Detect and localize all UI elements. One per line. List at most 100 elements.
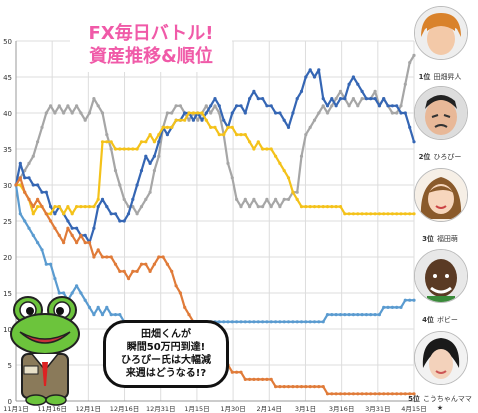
y-tick-label: 20 xyxy=(3,254,12,262)
data-point xyxy=(243,133,247,137)
data-point xyxy=(299,154,304,158)
data-point xyxy=(274,197,278,201)
data-point xyxy=(308,68,312,72)
data-point xyxy=(408,392,412,396)
portrait-woman-icon xyxy=(414,168,468,222)
data-point xyxy=(139,140,144,144)
data-point xyxy=(105,140,109,144)
data-point xyxy=(152,169,156,173)
data-point xyxy=(265,147,269,151)
data-point xyxy=(96,305,100,309)
data-point xyxy=(377,392,381,396)
data-point xyxy=(235,197,239,201)
data-point xyxy=(75,284,79,288)
data-point xyxy=(269,147,273,151)
data-point xyxy=(100,197,105,201)
data-point xyxy=(261,205,265,209)
data-point xyxy=(87,241,92,245)
data-point xyxy=(183,118,187,122)
data-point xyxy=(40,248,44,252)
data-point xyxy=(49,262,53,266)
data-point xyxy=(299,320,304,324)
data-point xyxy=(282,169,286,173)
data-point xyxy=(53,277,57,281)
data-point xyxy=(261,377,265,381)
data-point xyxy=(113,147,118,151)
data-point xyxy=(36,140,40,144)
data-point xyxy=(183,111,187,115)
legend: 1位 田畑昇人 2位 ひろぴー 3位 福田萌 4位 ボビー 5位 こうちゃんママ★ xyxy=(406,0,474,413)
data-point xyxy=(364,212,368,216)
data-point xyxy=(269,104,273,108)
data-point xyxy=(49,219,53,223)
data-point xyxy=(135,269,139,273)
data-point xyxy=(347,212,351,216)
data-point xyxy=(312,118,317,122)
legend-label-3: 3位 福田萌 xyxy=(422,235,458,243)
data-point xyxy=(343,313,347,317)
data-point xyxy=(57,205,61,209)
data-point xyxy=(377,212,381,216)
data-point xyxy=(70,212,74,216)
data-point xyxy=(399,104,403,108)
data-point xyxy=(369,313,373,317)
data-point xyxy=(351,97,355,101)
data-point xyxy=(105,133,109,137)
data-point xyxy=(230,370,234,374)
data-point xyxy=(282,320,286,324)
data-point xyxy=(200,111,204,115)
data-point xyxy=(252,147,256,151)
data-point xyxy=(351,313,355,317)
data-point xyxy=(274,385,278,389)
data-point xyxy=(412,140,416,144)
data-point xyxy=(408,298,412,302)
data-point xyxy=(122,219,126,223)
data-point xyxy=(131,147,135,151)
data-point xyxy=(191,118,195,122)
data-point xyxy=(330,313,334,317)
data-point xyxy=(66,219,70,223)
data-point xyxy=(256,205,260,209)
data-point xyxy=(235,370,239,374)
data-point xyxy=(165,111,169,115)
speech-line-4: 来週はどうなる!? xyxy=(125,368,207,379)
data-point xyxy=(126,277,131,281)
data-point xyxy=(278,320,282,324)
legend-label-5: 5位 こうちゃんママ★ xyxy=(408,395,472,412)
data-point xyxy=(308,320,312,324)
data-point xyxy=(395,305,399,309)
data-point xyxy=(274,111,278,115)
data-point xyxy=(377,313,381,317)
data-point xyxy=(178,118,182,122)
data-point xyxy=(53,111,57,115)
data-point xyxy=(105,255,109,259)
speech-bubble: 田畑くんが 瞬間50万円到達! ひろぴー氏は大幅減 来週はどうなる!? xyxy=(103,320,229,388)
data-point xyxy=(286,197,291,201)
data-point xyxy=(144,197,148,201)
data-point xyxy=(222,133,226,137)
data-point xyxy=(165,133,169,137)
y-tick-label: 30 xyxy=(3,182,12,190)
data-point xyxy=(27,226,31,230)
data-point xyxy=(148,190,152,194)
data-point xyxy=(299,385,304,389)
data-point xyxy=(57,291,61,295)
data-point xyxy=(213,104,217,108)
data-point xyxy=(291,111,295,115)
data-point xyxy=(239,370,243,374)
data-point xyxy=(295,197,299,201)
data-point xyxy=(222,320,226,324)
data-point xyxy=(390,104,394,108)
series-3 xyxy=(14,111,416,216)
data-point xyxy=(170,111,174,115)
data-point xyxy=(113,212,118,216)
data-point xyxy=(312,75,317,79)
data-point xyxy=(299,89,304,93)
data-point xyxy=(239,133,243,137)
data-point xyxy=(360,89,364,93)
data-point xyxy=(265,104,269,108)
data-point xyxy=(360,212,364,216)
data-point xyxy=(338,313,343,317)
data-point xyxy=(66,226,70,230)
data-point xyxy=(44,190,48,194)
